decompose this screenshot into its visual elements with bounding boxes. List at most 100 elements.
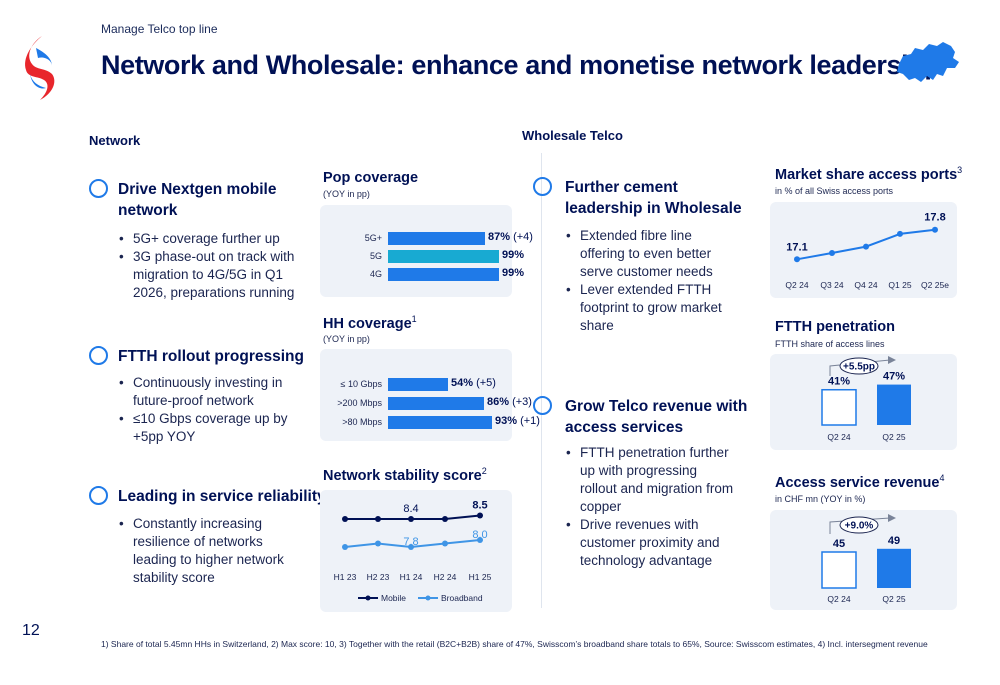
data-point: [794, 256, 800, 263]
bar-value-label: 86% (+3): [487, 396, 532, 408]
stability-title: Network stability score2: [323, 466, 487, 484]
delta-badge: [839, 516, 879, 534]
access-revenue-subtitle: in CHF mn (YOY in %): [775, 494, 866, 504]
bar: [388, 250, 499, 263]
bar-category-label: ≤ 10 Gbps: [340, 379, 382, 389]
bar-value-label: 87% (+4): [488, 231, 533, 243]
list-item: ≤10 Gbps coverage up by +5pp YOY: [119, 410, 299, 446]
market-share-subtitle: in % of all Swiss access ports: [775, 186, 894, 196]
delta-arrow-icon: [888, 514, 896, 522]
bar: [388, 397, 484, 410]
x-tick-label: Q3 24: [820, 280, 843, 290]
bar-value-label: 99%: [502, 249, 525, 261]
market-share-card: [770, 202, 957, 298]
list-item: 3G phase-out on track with migration to …: [119, 248, 314, 302]
wholesale-heading-2: Grow Telco revenue with access services: [565, 398, 748, 436]
data-point: [342, 516, 348, 522]
point-label: 7.8: [403, 536, 418, 548]
pop-coverage-title: Pop coverage: [323, 170, 419, 186]
page-title: Network and Wholesale: enhance and monet…: [101, 50, 941, 80]
list-item: FTTH penetration further up with progres…: [566, 444, 736, 516]
swisscom-logo: [22, 34, 60, 102]
stability-chart: 8.4 8.5 7.8 8.0 H1 23 H2 23 H1 24 H2 24 H1 25 Mob…: [334, 500, 492, 604]
x-tick-label: H2 24: [434, 572, 457, 582]
bar-category-label: 5G+: [364, 233, 382, 243]
network-bullets-3: Constantly increasing resilience of netw…: [119, 515, 299, 587]
ftth-penetration-title: FTTH penetration: [775, 319, 896, 335]
legend-marker: [425, 595, 431, 601]
network-heading-3: Leading in service reliability: [118, 488, 326, 505]
circle-bullet-icon: [89, 346, 108, 365]
data-point: [932, 226, 938, 233]
bar-category-label: >200 Mbps: [337, 398, 382, 408]
list-item: Drive revenues with customer proximity a…: [566, 516, 736, 570]
delta-label: +9.0%: [845, 521, 874, 532]
ftth-penetration-subtitle: FTTH share of access lines: [775, 339, 885, 349]
kicker: Manage Telco top line: [101, 22, 218, 36]
wholesale-heading-1: Further cement leadership in Wholesale: [565, 179, 742, 217]
bar-category-label: 5G: [369, 251, 382, 261]
bar: [877, 548, 911, 588]
legend-marker: [365, 595, 371, 601]
market-share-chart: 17.1 17.8 Q2 24 Q3 24 Q4 24 Q1 25 Q2 25e: [785, 212, 949, 290]
circle-bullet-icon: [89, 486, 108, 505]
data-point: [375, 540, 381, 547]
hh-coverage-subtitle: (YOY in pp): [323, 334, 370, 344]
section-label-network: Network: [89, 133, 141, 148]
bar-value-label: 93% (+1): [495, 415, 540, 427]
delta-badge: [839, 357, 879, 375]
ftth-penetration-chart: 41% Q2 24 47% Q2 25 +5.5pp: [821, 356, 911, 442]
data-point: [442, 516, 448, 522]
wholesale-bullets-1: Extended fibre line offering to even bet…: [566, 227, 736, 335]
network-heading-2: FTTH rollout progressing: [118, 348, 304, 365]
hh-coverage-title: HH coverage1: [323, 314, 417, 332]
bar-value-label: 99%: [502, 267, 525, 279]
point-label: 17.8: [924, 212, 945, 224]
section-label-wholesale: Wholesale Telco: [522, 128, 623, 143]
pop-coverage-chart: 5G+ 87% (+4) 5G 99% 4G 99%: [320, 205, 533, 297]
data-point: [897, 230, 903, 237]
x-tick-label: H1 25: [469, 572, 492, 582]
point-label: 8.4: [403, 503, 418, 515]
bar: [388, 416, 492, 429]
x-tick-label: H2 23: [367, 572, 390, 582]
list-item: Lever extended FTTH footprint to grow ma…: [566, 281, 736, 335]
x-tick-label: Q2 25: [882, 432, 905, 442]
data-point: [408, 516, 414, 522]
data-point: [342, 544, 348, 550]
bar-change-label: (+5): [473, 377, 496, 389]
switzerland-map-icon: [893, 38, 963, 88]
wholesale-bullets-2: FTTH penetration further up with progres…: [566, 444, 736, 570]
data-point: [829, 250, 835, 256]
x-tick-label: Q4 24: [854, 280, 877, 290]
circle-bullet-icon: [533, 177, 552, 196]
list-item: 5G+ coverage further up: [119, 230, 314, 248]
circle-bullet-icon: [89, 179, 108, 198]
column-divider: [541, 153, 542, 608]
data-point: [375, 516, 381, 522]
footnote: 1) Share of total 5.45mn HHs in Switzerl…: [101, 639, 928, 649]
bar-value-label: 41%: [828, 376, 850, 388]
network-bullets-1: 5G+ coverage further up 3G phase-out on …: [119, 230, 314, 302]
bar-value-label: 45: [833, 538, 845, 550]
x-tick-label: H1 23: [334, 572, 357, 582]
bar-category-label: 4G: [369, 269, 382, 279]
pop-coverage-subtitle: (YOY in pp): [323, 189, 370, 199]
bar-value-label: 49: [888, 535, 900, 547]
bar: [388, 268, 499, 281]
market-share-title: Market share access ports3: [775, 165, 963, 183]
x-tick-label: Q2 25: [882, 594, 905, 604]
legend-label: Broadband: [441, 593, 483, 603]
bar: [877, 384, 911, 425]
x-tick-label: Q2 24: [785, 280, 808, 290]
bar-value-label: 54% (+5): [451, 377, 496, 389]
x-tick-label: Q2 24: [827, 594, 850, 604]
list-item: Continuously investing in future-proof n…: [119, 374, 299, 410]
page-number: 12: [22, 622, 40, 639]
x-tick-label: Q2 25e: [921, 280, 949, 290]
data-point: [477, 512, 483, 519]
bar: [388, 378, 448, 391]
circle-bullet-icon: [533, 396, 552, 415]
x-tick-label: Q2 24: [827, 432, 850, 442]
access-revenue-title: Access service revenue4: [775, 473, 945, 491]
